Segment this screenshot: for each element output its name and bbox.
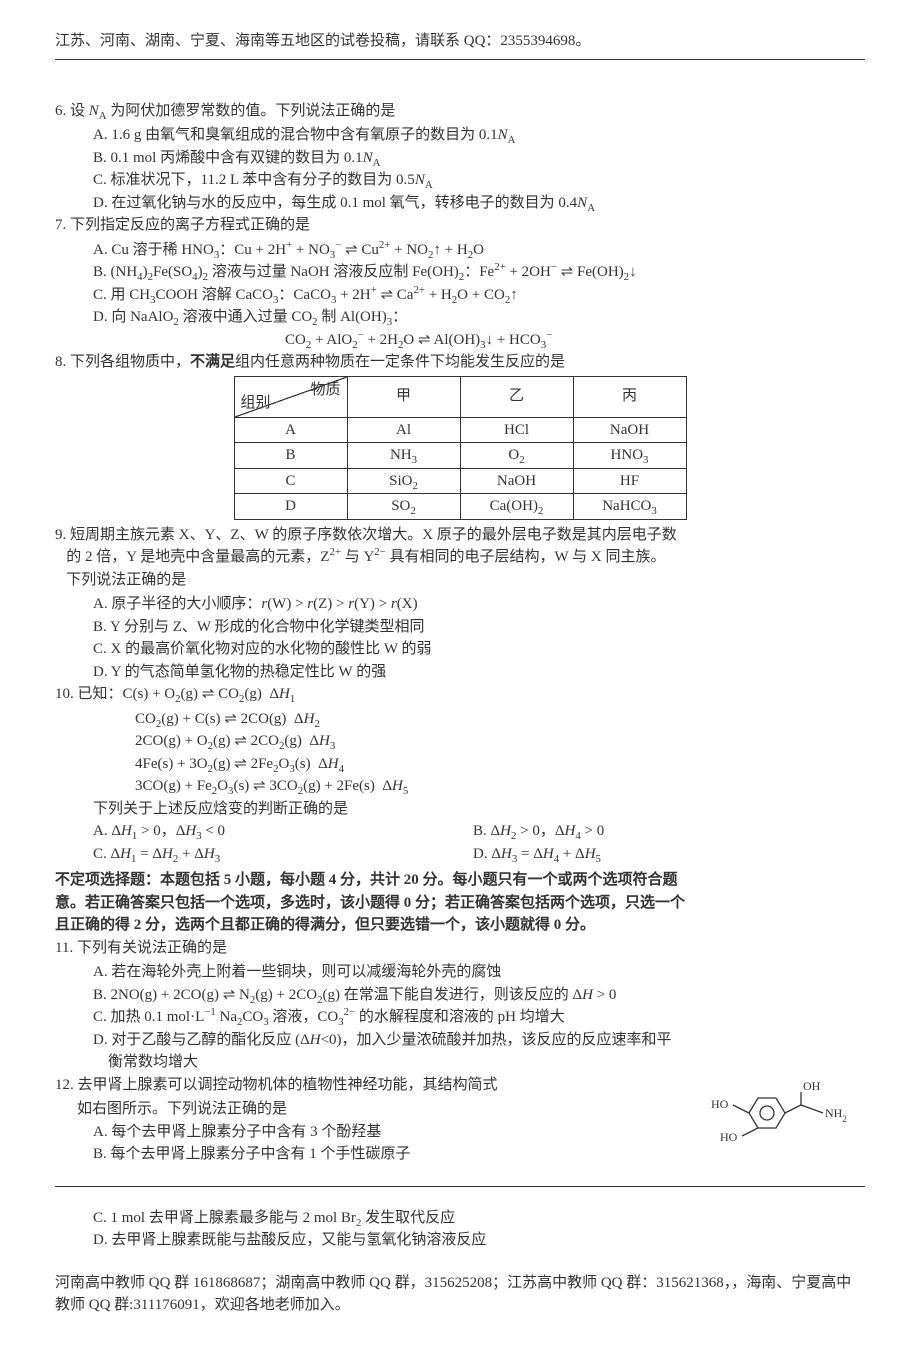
q8-col-1: 甲 <box>347 376 460 417</box>
instr-line3: 且正确的得 2 分，选两个且都正确的得满分，但只要选错一个，该小题就得 0 分。 <box>55 917 595 933</box>
q6-stem: 6. 设 NA 为阿伏加德罗常数的值。下列说法正确的是 <box>55 100 865 123</box>
q6-opt-b: B. 0.1 mol 丙烯酸中含有双键的数目为 0.1NA <box>55 147 865 170</box>
q10-follow: 下列关于上述反应焓变的判断正确的是 <box>55 798 865 821</box>
q12-opt-a: A. 每个去甲肾上腺素分子中含有 3 个酚羟基 <box>55 1121 705 1144</box>
q7-opt-b: B. (NH4)2Fe(SO4)2 溶液与过量 NaOH 溶液反应制 Fe(OH… <box>55 261 865 284</box>
instr-line1: 不定项选择题：本题包括 5 小题，每小题 4 分，共计 20 分。每小题只有一个… <box>55 872 678 888</box>
q8-corner-tl: 组别 <box>241 392 271 415</box>
q10-opt-b: B. ΔH2 > 0，ΔH4 > 0 <box>473 820 604 843</box>
table-row: A Al HCl NaOH <box>234 417 686 443</box>
q10-opt-d: D. ΔH3 = ΔH4 + ΔH5 <box>473 843 601 866</box>
q9-opt-b: B. Y 分别与 Z、W 形成的化合物中化学键类型相同 <box>55 616 865 639</box>
q8-r2-c1: NaOH <box>460 468 573 494</box>
q8-stem-post: 组内任意两种物质在一定条件下均能发生反应的是 <box>235 354 565 370</box>
q11-opt-c: C. 加热 0.1 mol·L−1 Na2CO3 溶液，CO32− 的水解程度和… <box>55 1006 865 1029</box>
footer-note: 河南高中教师 QQ 群 161868687；湖南高中教师 QQ 群，315625… <box>55 1272 865 1317</box>
q10-eq-3: 2CO(g) + O2(g) ⇌ 2CO2(g) ΔH3 <box>55 730 865 753</box>
q11-stem: 11. 下列有关说法正确的是 <box>55 937 865 960</box>
q8-r3-c0: SO2 <box>347 494 460 520</box>
q8-stem: 8. 下列各组物质中，不满足组内任意两种物质在一定条件下均能发生反应的是 <box>55 351 865 374</box>
section-instruction: 不定项选择题：本题包括 5 小题，每小题 4 分，共计 20 分。每小题只有一个… <box>55 869 865 937</box>
q8-r0-c1: HCl <box>460 417 573 443</box>
q9-opt-a: A. 原子半径的大小顺序：r(W) > r(Z) > r(Y) > r(X) <box>55 593 865 616</box>
table-row: C SiO2 NaOH HF <box>234 468 686 494</box>
q7-opt-d: D. 向 NaAlO2 溶液中通入过量 CO2 制 Al(OH)3： <box>55 306 865 329</box>
table-row: D SO2 Ca(OH)2 NaHCO3 <box>234 494 686 520</box>
q7-stem: 7. 下列指定反应的离子方程式正确的是 <box>55 214 865 237</box>
page-root: 江苏、河南、湖南、宁夏、海南等五地区的试卷投稿，请联系 QQ：235539469… <box>0 0 920 1357</box>
q10-row-cd: C. ΔH1 = ΔH2 + ΔH3 D. ΔH3 = ΔH4 + ΔH5 <box>55 843 865 866</box>
q10-opt-a: A. ΔH1 > 0，ΔH3 < 0 <box>93 820 473 843</box>
q8-r2-c2: HF <box>573 468 686 494</box>
q10-row-ab: A. ΔH1 > 0，ΔH3 < 0 B. ΔH2 > 0，ΔH4 > 0 <box>55 820 865 843</box>
table-row: B NH3 O2 HNO3 <box>234 443 686 469</box>
q8-col-2: 乙 <box>460 376 573 417</box>
q8-table-corner: 组别 物质 <box>234 376 347 417</box>
q8-r0-c2: NaOH <box>573 417 686 443</box>
q8-corner-br: 物质 <box>310 379 340 402</box>
q6-opt-c: C. 标准状况下，11.2 L 苯中含有分子的数目为 0.5NA <box>55 169 865 192</box>
q6-opt-d: D. 在过氧化钠与水的反应中，每生成 0.1 mol 氧气，转移电子的数目为 0… <box>55 192 865 215</box>
q11-opt-b: B. 2NO(g) + 2CO(g) ⇌ N2(g) + 2CO2(g) 在常温… <box>55 984 865 1007</box>
q10-eq-4: 4Fe(s) + 3O2(g) ⇌ 2Fe2O3(s) ΔH4 <box>55 753 865 776</box>
q8-r2-label: C <box>234 468 347 494</box>
label-oh-top: OH <box>803 1079 821 1093</box>
q8-stem-pre: 8. 下列各组物质中， <box>55 354 190 370</box>
instr-line2: 意。若正确答案只包括一个选项，多选时，该小题得 0 分；若正确答案包括两个选项，… <box>55 895 685 911</box>
q9-opt-d: D. Y 的气态简单氢化物的热稳定性比 W 的强 <box>55 661 865 684</box>
q8-r1-c2: HNO3 <box>573 443 686 469</box>
q8-r3-c2: NaHCO3 <box>573 494 686 520</box>
q8-stem-bold: 不满足 <box>190 354 235 370</box>
label-ho-bot: HO <box>720 1130 738 1144</box>
q8-r0-label: A <box>234 417 347 443</box>
q12-opt-b: B. 每个去甲肾上腺素分子中含有 1 个手性碳原子 <box>55 1143 705 1166</box>
q10-eq-2: CO2(g) + C(s) ⇌ 2CO(g) ΔH2 <box>55 708 865 731</box>
q8-col-3: 丙 <box>573 376 686 417</box>
label-ho-top: HO <box>711 1097 729 1111</box>
q8-table: 组别 物质 甲 乙 丙 A Al HCl NaOH B NH3 O2 HNO3 … <box>234 376 687 520</box>
q11-opt-a: A. 若在海轮外壳上附着一些铜块，则可以减缓海轮外壳的腐蚀 <box>55 961 865 984</box>
q11-opt-d: D. 对于乙酸与乙醇的酯化反应 (ΔH<0)，加入少量浓硫酸并加热，该反应的反应… <box>55 1029 865 1074</box>
q10-opt-c: C. ΔH1 = ΔH2 + ΔH3 <box>93 843 473 866</box>
q8-r1-c1: O2 <box>460 443 573 469</box>
q8-r3-c1: Ca(OH)2 <box>460 494 573 520</box>
q7-opt-d-eq: CO2 + AlO2− + 2H2O ⇌ Al(OH)3↓ + HCO3− <box>55 329 865 352</box>
q8-r3-label: D <box>234 494 347 520</box>
q10-eq-5: 3CO(g) + Fe2O3(s) ⇌ 3CO2(g) + 2Fe(s) ΔH5 <box>55 775 865 798</box>
header-note: 江苏、河南、湖南、宁夏、海南等五地区的试卷投稿，请联系 QQ：235539469… <box>55 30 865 53</box>
q7-opt-c: C. 用 CH3COOH 溶解 CaCO3：CaCO3 + 2H+ ⇌ Ca2+… <box>55 284 865 307</box>
q8-r2-c0: SiO2 <box>347 468 460 494</box>
q12-structure: OH NH2 HO HO <box>705 1074 865 1156</box>
q12-wrap: 12. 去甲肾上腺素可以调控动物机体的植物性神经功能，其结构简式 如右图所示。下… <box>55 1074 865 1166</box>
q12-stem-b: 如右图所示。下列说法正确的是 <box>55 1098 705 1121</box>
q7-opt-a: A. Cu 溶于稀 HNO3：Cu + 2H+ + NO3− ⇌ Cu2+ + … <box>55 239 865 262</box>
q8-r1-label: B <box>234 443 347 469</box>
q8-r1-c0: NH3 <box>347 443 460 469</box>
q12-opt-c: C. 1 mol 去甲肾上腺素最多能与 2 mol Br2 发生取代反应 <box>55 1207 865 1230</box>
q10-stem: 10. 已知：C(s) + O2(g) ⇌ CO2(g) ΔH1 <box>55 683 865 706</box>
divider-bottom <box>55 1186 865 1187</box>
q12-text: 12. 去甲肾上腺素可以调控动物机体的植物性神经功能，其结构简式 如右图所示。下… <box>55 1074 705 1166</box>
q12-opt-d: D. 去甲肾上腺素既能与盐酸反应，又能与氢氧化钠溶液反应 <box>55 1229 865 1252</box>
q12-stem-a: 12. 去甲肾上腺素可以调控动物机体的植物性神经功能，其结构简式 <box>55 1074 705 1097</box>
q6-opt-a: A. 1.6 g 由氧气和臭氧组成的混合物中含有氧原子的数目为 0.1NA <box>55 124 865 147</box>
molecule-icon: OH NH2 HO HO <box>705 1078 865 1148</box>
label-nh2: NH2 <box>825 1106 847 1124</box>
q8-r0-c0: Al <box>347 417 460 443</box>
divider-top <box>55 59 865 60</box>
q9-stem: 9. 短周期主族元素 X、Y、Z、W 的原子序数依次增大。X 原子的最外层电子数… <box>55 524 865 592</box>
q9-opt-c: C. X 的最高价氧化物对应的水化物的酸性比 W 的弱 <box>55 638 865 661</box>
